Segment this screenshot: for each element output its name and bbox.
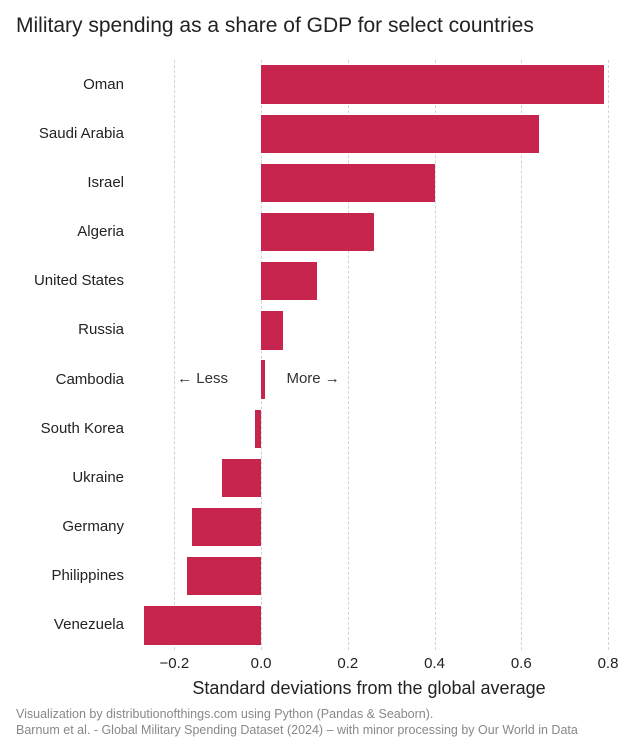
plot-area — [131, 60, 608, 650]
x-tick-label: 0.4 — [410, 655, 460, 672]
y-tick-label: Philippines — [4, 557, 124, 595]
bar — [261, 115, 539, 153]
y-tick-label: Venezuela — [4, 606, 124, 644]
x-tick-label: 0.8 — [583, 655, 630, 672]
y-tick-label: Israel — [4, 164, 124, 202]
bar — [222, 459, 261, 497]
y-tick-label: United States — [4, 262, 124, 300]
x-axis-label: Standard deviations from the global aver… — [0, 678, 630, 699]
bar — [187, 557, 261, 595]
bar — [261, 262, 317, 300]
bar — [261, 213, 374, 251]
credit-line-1: Visualization by distributionofthings.co… — [16, 706, 614, 723]
gridline — [174, 60, 175, 650]
chart-title: Military spending as a share of GDP for … — [16, 14, 534, 38]
bar — [255, 410, 262, 448]
x-tick-label: 0.2 — [323, 655, 373, 672]
bar — [261, 164, 434, 202]
y-tick-label: Saudi Arabia — [4, 115, 124, 153]
y-tick-label: Ukraine — [4, 459, 124, 497]
annotation-less: ← Less — [177, 370, 228, 387]
y-tick-label: Germany — [4, 508, 124, 546]
chart-container: Military spending as a share of GDP for … — [0, 0, 630, 749]
bar — [144, 606, 261, 644]
annotation-more: More → — [286, 370, 339, 387]
y-tick-label: South Korea — [4, 410, 124, 448]
credit-line-2: Barnum et al. - Global Military Spending… — [16, 722, 614, 739]
bar — [261, 360, 265, 398]
x-tick-label: 0.6 — [496, 655, 546, 672]
y-tick-label: Oman — [4, 66, 124, 104]
y-tick-label: Russia — [4, 311, 124, 349]
x-tick-label: 0.0 — [236, 655, 286, 672]
bar — [261, 65, 604, 103]
y-tick-label: Algeria — [4, 213, 124, 251]
bar — [192, 508, 261, 546]
x-tick-label: −0.2 — [149, 655, 199, 672]
gridline — [608, 60, 609, 650]
bar — [261, 311, 283, 349]
y-tick-label: Cambodia — [4, 361, 124, 399]
